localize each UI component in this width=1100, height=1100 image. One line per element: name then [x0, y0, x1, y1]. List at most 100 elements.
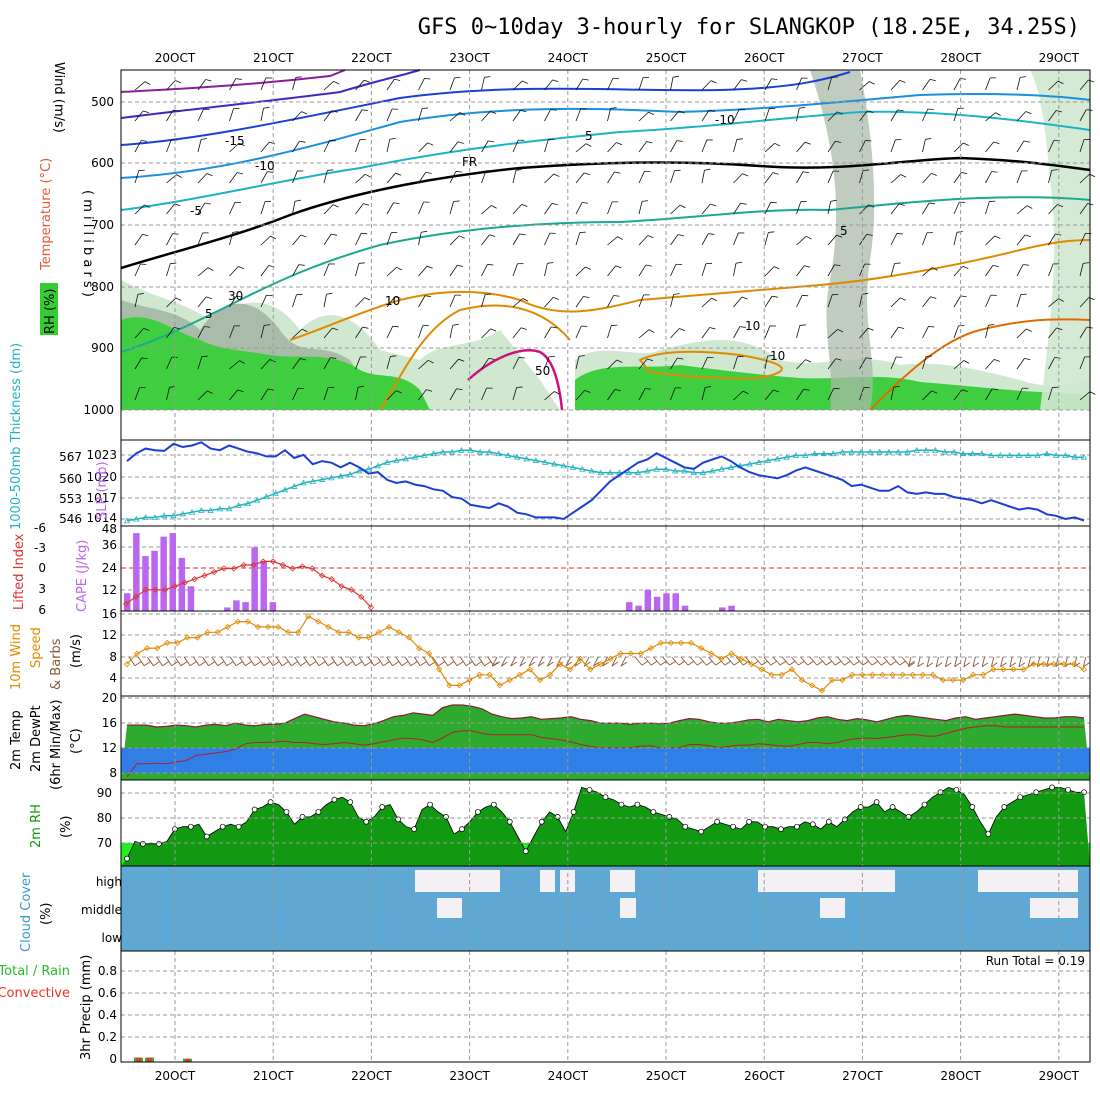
sfc-barb	[459, 656, 467, 666]
upper-barb	[1079, 203, 1088, 215]
upper-barb-flag	[426, 265, 433, 269]
rh2-marker	[969, 804, 976, 810]
temp-panel: 20 16 12 8 2m Temp 2m DewPt (6hr Min/Max…	[9, 691, 1091, 790]
thickness-marker	[885, 448, 893, 455]
sfc-barb-flag	[337, 661, 344, 667]
wind-marker	[506, 676, 513, 684]
upper-barb-flag	[516, 386, 523, 388]
upper-barb-flag	[357, 385, 364, 388]
upper-barb	[1079, 139, 1085, 153]
thickness-marker	[1006, 452, 1013, 458]
upper-barb-flag	[390, 355, 397, 357]
upper-barb-flag	[991, 171, 998, 173]
upper-barb	[134, 110, 144, 122]
upper-barb-flag	[582, 78, 589, 81]
upper-barb-flag	[206, 296, 213, 300]
rh2-marker	[889, 804, 896, 810]
upper-barb-flag	[295, 76, 302, 78]
upper-barb-flag	[457, 264, 464, 267]
upper-barb	[922, 390, 932, 401]
ylabel-slp: SLP (mb)	[95, 461, 110, 520]
upper-barb-flag	[929, 78, 936, 82]
time-label: 24OCT	[548, 51, 589, 65]
label-p10b: 10	[770, 349, 785, 363]
sfc-barb	[643, 656, 652, 666]
rh2-marker	[1001, 804, 1008, 810]
upper-barb	[922, 173, 932, 184]
upper-barb	[607, 325, 612, 339]
sfc-barb	[981, 656, 986, 667]
wind-marker	[798, 676, 806, 684]
upper-barb	[323, 170, 328, 184]
thickness-marker	[579, 465, 586, 472]
wind-marker	[516, 671, 523, 678]
temp-contour-m5	[120, 110, 1091, 211]
upper-barb	[575, 266, 586, 277]
thickness-marker	[467, 446, 474, 453]
upper-barb-flag	[207, 267, 214, 271]
upper-barb	[922, 326, 929, 339]
li-marker	[201, 572, 208, 579]
upper-barb-flag	[708, 109, 716, 112]
li-marker	[211, 568, 218, 576]
upper-barb-flag	[736, 138, 743, 140]
upper-barb-flag	[301, 111, 308, 115]
ytick-900: 900	[91, 341, 114, 355]
sfc-barb	[331, 656, 338, 666]
sfc-barb-flag	[1009, 662, 1017, 668]
thickness-marker	[244, 500, 251, 507]
sfc-barb-flag	[153, 661, 160, 667]
thickness-marker	[876, 448, 883, 455]
cloud-bg	[121, 866, 1090, 951]
upper-barb	[764, 202, 772, 215]
time-label: 27OCT	[842, 1069, 883, 1083]
wind-marker	[526, 666, 534, 673]
upper-barb-flag	[645, 388, 652, 390]
upper-barb	[260, 325, 265, 339]
upper-barb	[859, 81, 870, 91]
upper-barb	[1048, 327, 1057, 339]
upper-barb-flag	[422, 107, 429, 109]
wind-marker	[496, 682, 503, 689]
rh2-marker	[634, 801, 641, 808]
thickness-marker	[318, 476, 326, 482]
upper-barb	[733, 173, 743, 184]
ylabel-temp: Temperature (°C)	[39, 158, 54, 271]
wind-marker	[194, 634, 201, 641]
wind-marker	[839, 676, 846, 684]
upper-barb-flag	[459, 112, 466, 116]
rh2-marker	[251, 806, 258, 813]
slp-tick-1023: 1023	[86, 448, 117, 462]
upper-barb	[701, 109, 710, 122]
upper-barb	[890, 387, 895, 401]
freezing-level	[120, 156, 1091, 270]
upper-barb	[418, 201, 424, 215]
thickness-marker	[774, 455, 781, 462]
cloud-mid	[437, 898, 462, 918]
li-marker	[171, 583, 179, 590]
sfc-barb	[1027, 656, 1032, 667]
temp-contour-p10	[289, 239, 1091, 341]
li-marker	[240, 561, 247, 569]
upper-barb-flag	[767, 354, 774, 357]
upper-barb-flag	[522, 298, 529, 302]
rh2-marker	[618, 801, 625, 808]
upper-barb	[890, 203, 900, 215]
sfc-barb-flag	[862, 660, 870, 666]
thickness-marker	[857, 448, 865, 455]
upper-barb	[134, 234, 143, 246]
upper-barb	[764, 172, 774, 184]
rh2-marker	[730, 823, 736, 830]
upper-barb-flag	[206, 173, 213, 177]
rh2-panel: 90 80 70 2m RH (%)	[29, 779, 1091, 867]
upper-barb-flag	[896, 233, 903, 235]
wind-marker	[758, 666, 765, 673]
upper-barb	[985, 112, 996, 122]
sfc-barb	[321, 656, 329, 666]
upper-barb	[1079, 326, 1088, 339]
wind-marker	[1080, 666, 1088, 673]
upper-barb	[859, 110, 868, 122]
upper-barb	[859, 357, 867, 370]
wind-marker	[617, 650, 624, 657]
sfc-barb	[883, 656, 891, 666]
